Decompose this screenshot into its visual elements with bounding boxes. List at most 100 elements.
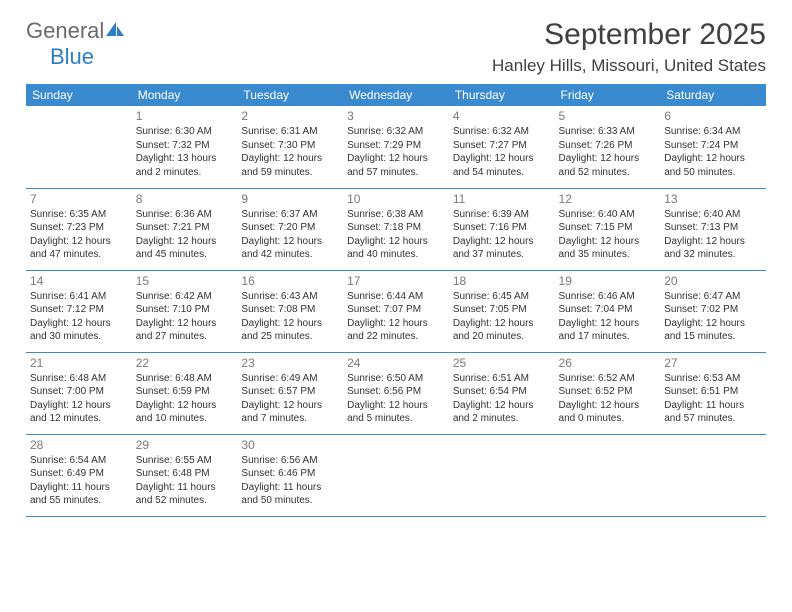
day-number: 27 <box>664 355 762 371</box>
daylight-line: Daylight: 11 hours and 55 minutes. <box>30 481 128 508</box>
sunrise-line: Sunrise: 6:46 AM <box>559 290 657 304</box>
sunset-line: Sunset: 7:24 PM <box>664 139 762 153</box>
day-number: 26 <box>559 355 657 371</box>
calendar-cell <box>449 434 555 516</box>
sunrise-line: Sunrise: 6:39 AM <box>453 208 551 222</box>
sunrise-line: Sunrise: 6:30 AM <box>136 125 234 139</box>
calendar-row: 7Sunrise: 6:35 AMSunset: 7:23 PMDaylight… <box>26 188 766 270</box>
daylight-line: Daylight: 12 hours and 5 minutes. <box>347 399 445 426</box>
day-number: 15 <box>136 273 234 289</box>
daylight-line: Daylight: 11 hours and 50 minutes. <box>241 481 339 508</box>
day-number: 16 <box>241 273 339 289</box>
daylight-line: Daylight: 12 hours and 22 minutes. <box>347 317 445 344</box>
day-header: Monday <box>132 84 238 106</box>
sunset-line: Sunset: 6:49 PM <box>30 467 128 481</box>
sunrise-line: Sunrise: 6:31 AM <box>241 125 339 139</box>
daylight-line: Daylight: 12 hours and 50 minutes. <box>664 152 762 179</box>
daylight-line: Daylight: 12 hours and 52 minutes. <box>559 152 657 179</box>
day-number: 4 <box>453 108 551 124</box>
calendar-cell: 21Sunrise: 6:48 AMSunset: 7:00 PMDayligh… <box>26 352 132 434</box>
sunrise-line: Sunrise: 6:41 AM <box>30 290 128 304</box>
sunset-line: Sunset: 7:27 PM <box>453 139 551 153</box>
day-number: 19 <box>559 273 657 289</box>
calendar-row: 21Sunrise: 6:48 AMSunset: 7:00 PMDayligh… <box>26 352 766 434</box>
calendar-cell: 26Sunrise: 6:52 AMSunset: 6:52 PMDayligh… <box>555 352 661 434</box>
calendar-cell: 16Sunrise: 6:43 AMSunset: 7:08 PMDayligh… <box>237 270 343 352</box>
sunset-line: Sunset: 7:12 PM <box>30 303 128 317</box>
daylight-line: Daylight: 12 hours and 40 minutes. <box>347 235 445 262</box>
sunset-line: Sunset: 6:57 PM <box>241 385 339 399</box>
sunset-line: Sunset: 7:00 PM <box>30 385 128 399</box>
calendar-cell: 30Sunrise: 6:56 AMSunset: 6:46 PMDayligh… <box>237 434 343 516</box>
calendar-cell: 24Sunrise: 6:50 AMSunset: 6:56 PMDayligh… <box>343 352 449 434</box>
calendar-cell <box>26 106 132 188</box>
day-number: 21 <box>30 355 128 371</box>
calendar-cell: 8Sunrise: 6:36 AMSunset: 7:21 PMDaylight… <box>132 188 238 270</box>
calendar-cell: 23Sunrise: 6:49 AMSunset: 6:57 PMDayligh… <box>237 352 343 434</box>
day-header: Friday <box>555 84 661 106</box>
sunset-line: Sunset: 7:20 PM <box>241 221 339 235</box>
calendar-cell: 11Sunrise: 6:39 AMSunset: 7:16 PMDayligh… <box>449 188 555 270</box>
sunset-line: Sunset: 7:29 PM <box>347 139 445 153</box>
calendar-cell: 14Sunrise: 6:41 AMSunset: 7:12 PMDayligh… <box>26 270 132 352</box>
calendar-cell: 3Sunrise: 6:32 AMSunset: 7:29 PMDaylight… <box>343 106 449 188</box>
daylight-line: Daylight: 12 hours and 45 minutes. <box>136 235 234 262</box>
day-number: 9 <box>241 191 339 207</box>
daylight-line: Daylight: 12 hours and 15 minutes. <box>664 317 762 344</box>
sunset-line: Sunset: 7:08 PM <box>241 303 339 317</box>
calendar-cell: 1Sunrise: 6:30 AMSunset: 7:32 PMDaylight… <box>132 106 238 188</box>
calendar-cell: 17Sunrise: 6:44 AMSunset: 7:07 PMDayligh… <box>343 270 449 352</box>
location-text: Hanley Hills, Missouri, United States <box>492 56 766 76</box>
day-number: 25 <box>453 355 551 371</box>
day-number: 22 <box>136 355 234 371</box>
calendar-cell <box>343 434 449 516</box>
daylight-line: Daylight: 11 hours and 57 minutes. <box>664 399 762 426</box>
day-header: Saturday <box>660 84 766 106</box>
day-number: 10 <box>347 191 445 207</box>
daylight-line: Daylight: 12 hours and 25 minutes. <box>241 317 339 344</box>
calendar-cell: 25Sunrise: 6:51 AMSunset: 6:54 PMDayligh… <box>449 352 555 434</box>
logo-sail-icon <box>104 20 126 43</box>
sunrise-line: Sunrise: 6:55 AM <box>136 454 234 468</box>
sunset-line: Sunset: 7:04 PM <box>559 303 657 317</box>
sunrise-line: Sunrise: 6:32 AM <box>347 125 445 139</box>
sunset-line: Sunset: 7:23 PM <box>30 221 128 235</box>
day-number: 1 <box>136 108 234 124</box>
logo-text-general: General <box>26 18 104 43</box>
day-number: 23 <box>241 355 339 371</box>
sunset-line: Sunset: 6:54 PM <box>453 385 551 399</box>
sunset-line: Sunset: 7:21 PM <box>136 221 234 235</box>
daylight-line: Daylight: 12 hours and 54 minutes. <box>453 152 551 179</box>
day-number: 5 <box>559 108 657 124</box>
day-number: 14 <box>30 273 128 289</box>
calendar-cell <box>660 434 766 516</box>
daylight-line: Daylight: 12 hours and 20 minutes. <box>453 317 551 344</box>
sunrise-line: Sunrise: 6:32 AM <box>453 125 551 139</box>
calendar-body: 1Sunrise: 6:30 AMSunset: 7:32 PMDaylight… <box>26 106 766 516</box>
calendar-cell: 28Sunrise: 6:54 AMSunset: 6:49 PMDayligh… <box>26 434 132 516</box>
daylight-line: Daylight: 12 hours and 32 minutes. <box>664 235 762 262</box>
day-header: Thursday <box>449 84 555 106</box>
sunrise-line: Sunrise: 6:52 AM <box>559 372 657 386</box>
daylight-line: Daylight: 12 hours and 0 minutes. <box>559 399 657 426</box>
sunrise-line: Sunrise: 6:42 AM <box>136 290 234 304</box>
daylight-line: Daylight: 12 hours and 27 minutes. <box>136 317 234 344</box>
daylight-line: Daylight: 12 hours and 2 minutes. <box>453 399 551 426</box>
day-number: 3 <box>347 108 445 124</box>
day-number: 11 <box>453 191 551 207</box>
sunrise-line: Sunrise: 6:54 AM <box>30 454 128 468</box>
month-title: September 2025 <box>492 18 766 52</box>
day-number: 20 <box>664 273 762 289</box>
sunset-line: Sunset: 6:52 PM <box>559 385 657 399</box>
sunrise-line: Sunrise: 6:50 AM <box>347 372 445 386</box>
sunset-line: Sunset: 7:10 PM <box>136 303 234 317</box>
sunrise-line: Sunrise: 6:35 AM <box>30 208 128 222</box>
calendar-row: 28Sunrise: 6:54 AMSunset: 6:49 PMDayligh… <box>26 434 766 516</box>
calendar-head: SundayMondayTuesdayWednesdayThursdayFrid… <box>26 84 766 106</box>
daylight-line: Daylight: 12 hours and 17 minutes. <box>559 317 657 344</box>
calendar-cell: 12Sunrise: 6:40 AMSunset: 7:15 PMDayligh… <box>555 188 661 270</box>
day-header: Tuesday <box>237 84 343 106</box>
sunrise-line: Sunrise: 6:44 AM <box>347 290 445 304</box>
calendar-cell <box>555 434 661 516</box>
day-number: 18 <box>453 273 551 289</box>
